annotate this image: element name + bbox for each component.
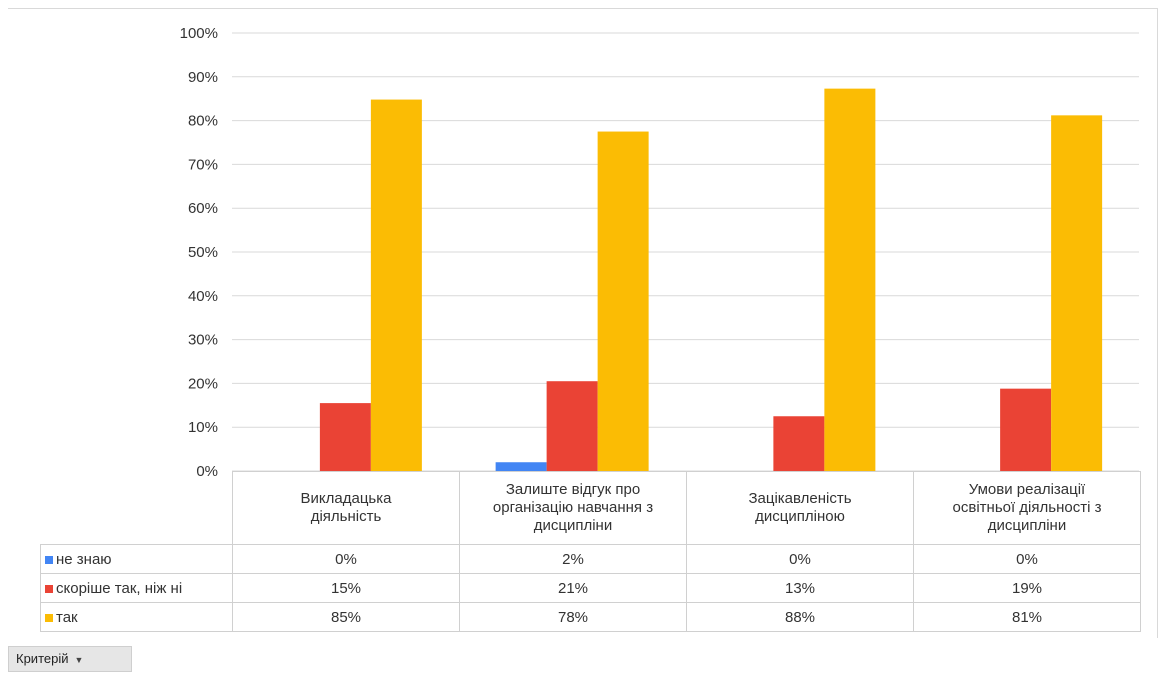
chevron-down-icon: ▼ <box>74 655 84 665</box>
data-label: 0% <box>686 544 914 574</box>
legend-entry: скоріше так, ніж ні <box>40 573 233 603</box>
bar-1-1 <box>546 381 598 471</box>
y-tick-label: 90% <box>188 69 218 86</box>
criterion-filter-button[interactable]: Критерій ▼ <box>8 646 132 672</box>
legend-label: не знаю <box>56 550 112 568</box>
data-label: 13% <box>686 573 914 603</box>
legend-entry: не знаю <box>40 544 233 574</box>
table-row: так 85% 78% 88% 81% <box>40 602 1141 632</box>
bar-2-1 <box>597 131 649 472</box>
x-category-label: Залиште відгук про організацію навчання з… <box>459 471 687 545</box>
data-label: 15% <box>232 573 460 603</box>
x-category-label: Викладацька діяльність <box>232 471 460 545</box>
bar-1-0 <box>319 403 371 471</box>
x-category-label-line: Умови реалізації <box>968 481 1086 498</box>
y-tick-label: 20% <box>188 375 218 392</box>
data-label: 88% <box>686 602 914 632</box>
legend-swatch <box>45 584 53 593</box>
data-label: 19% <box>913 573 1141 603</box>
data-label: 0% <box>913 544 1141 574</box>
x-category-label-line: організацію навчання з <box>492 499 654 516</box>
data-label: 78% <box>459 602 687 632</box>
y-tick-label: 40% <box>188 288 218 305</box>
data-label: 85% <box>232 602 460 632</box>
x-category-label-line: дисципліною <box>755 508 845 525</box>
category-header-row: Викладацька діяльність Залиште відгук про о… <box>40 471 1141 545</box>
chart-plot: 0%10%20%30%40%50%60%70%80%90%100% <box>180 25 1139 480</box>
table-row: не знаю 0% 2% 0% 0% <box>40 544 1141 574</box>
y-tick-label: 80% <box>188 113 218 130</box>
bar-2-3 <box>1051 115 1103 472</box>
legend-swatch <box>45 613 53 622</box>
bar-1-2 <box>773 416 825 471</box>
data-table: Викладацька діяльність Залиште відгук про о… <box>40 471 1141 632</box>
table-row: скоріше так, ніж ні 15% 21% 13% 19% <box>40 573 1141 603</box>
bar-0-1 <box>495 462 547 471</box>
x-category-label-line: дисципліни <box>987 517 1067 534</box>
legend-swatch <box>45 555 53 564</box>
legend-label: скоріше так, ніж ні <box>56 579 183 597</box>
y-tick-label: 50% <box>188 244 218 261</box>
x-category-label-line: дисципліни <box>533 517 613 534</box>
y-tick-label: 70% <box>188 156 218 173</box>
criterion-filter-label: Критерій <box>16 651 69 666</box>
y-tick-label: 100% <box>180 25 218 42</box>
y-tick-label: 30% <box>188 332 218 349</box>
x-category-label: Умови реалізації освітньої діяльності з ди… <box>913 471 1141 545</box>
y-tick-label: 10% <box>188 419 218 436</box>
y-tick-label: 60% <box>188 200 218 217</box>
x-category-label-line: Залиште відгук про <box>505 481 641 498</box>
legend-label: так <box>56 608 78 626</box>
data-label: 0% <box>232 544 460 574</box>
data-label: 2% <box>459 544 687 574</box>
bar-2-0 <box>370 99 422 472</box>
x-category-label: Зацікавленість дисципліною <box>686 471 914 545</box>
table-corner <box>40 471 233 545</box>
x-category-label-line: Зацікавленість <box>748 490 852 507</box>
x-category-label-line: діяльність <box>310 508 382 525</box>
data-label: 21% <box>459 573 687 603</box>
data-label: 81% <box>913 602 1141 632</box>
legend-entry: так <box>40 602 233 632</box>
x-category-label-line: освітньої діяльності з <box>952 499 1102 516</box>
bar-1-3 <box>1000 388 1052 471</box>
bar-2-2 <box>824 88 876 471</box>
x-category-label-line: Викладацька <box>300 490 392 507</box>
